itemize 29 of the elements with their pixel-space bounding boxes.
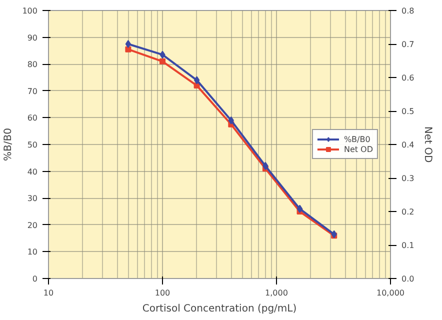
y-tick-label: 100 xyxy=(22,6,38,16)
y-tick-label: 0 xyxy=(32,274,38,284)
y-tick-label: 60 xyxy=(27,114,38,123)
y2-tick-label: 0.6 xyxy=(402,74,414,82)
y-tick-label: 90 xyxy=(27,33,38,42)
y2-tick-label: 0.0 xyxy=(402,274,414,284)
legend-label: %B/B0 xyxy=(344,134,370,144)
x-tick-label: 10 xyxy=(43,288,54,298)
y-tick-label: 50 xyxy=(27,140,38,150)
y2-tick-label: 0.7 xyxy=(402,40,414,49)
y2-axis-title: Net OD xyxy=(422,126,434,163)
y2-tick-label: 0.2 xyxy=(402,208,414,216)
y-tick-label: 70 xyxy=(27,86,38,96)
y2-tick-label: 0.3 xyxy=(402,174,414,183)
y-tick-label: 80 xyxy=(27,60,38,70)
y2-tick-label: 0.5 xyxy=(402,107,414,116)
y-tick-label: 30 xyxy=(27,194,38,204)
y2-tick-label: 0.8 xyxy=(402,6,414,16)
y-tick-label: 40 xyxy=(27,167,38,176)
y-tick-label: 10 xyxy=(27,248,38,257)
y2-tick-label: 0.1 xyxy=(402,241,414,250)
x-tick-label: 100 xyxy=(154,288,170,298)
x-tick-label: 1,000 xyxy=(265,288,288,298)
x-axis-title: Cortisol Concentration (pg/mL) xyxy=(142,304,297,314)
y2-tick-label: 0.4 xyxy=(402,140,414,150)
legend-label: Net OD xyxy=(344,144,373,154)
x-tick-label: 10,000 xyxy=(376,288,405,298)
y-tick-label: 20 xyxy=(27,220,38,230)
y-axis-title: %B/B0 xyxy=(3,128,14,161)
